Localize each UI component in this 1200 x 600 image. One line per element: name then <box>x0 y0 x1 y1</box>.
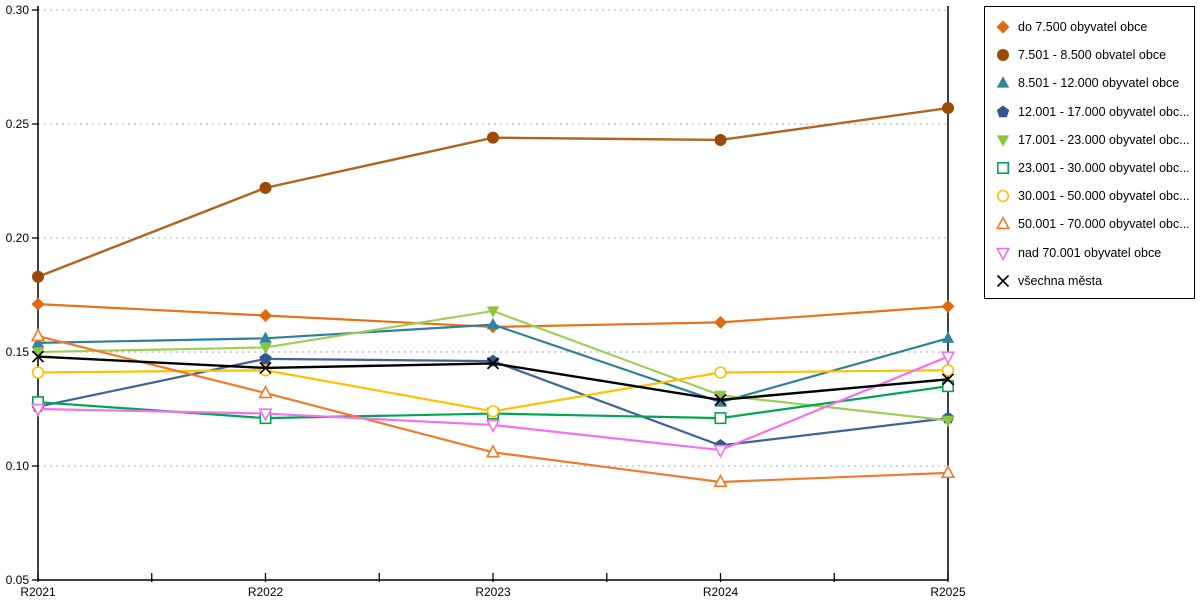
legend-label: 30.001 - 50.000 obyvatel obc... <box>1018 189 1190 204</box>
legend: do 7.500 obyvatel obce 7.501 - 8.500 obva… <box>984 6 1195 299</box>
legend-item-5: 23.001 - 30.000 obyvatel obc... <box>993 154 1194 182</box>
data-point-marker <box>941 373 955 386</box>
data-point-marker <box>31 350 45 363</box>
legend-item-4: 17.001 - 23.000 obyvatel obc... <box>993 126 1194 154</box>
x-tick-label: R2025 <box>930 585 966 599</box>
data-point-marker <box>942 380 954 393</box>
x-tick-label: R2023 <box>475 585 511 599</box>
x-tick-label: R2024 <box>703 585 739 599</box>
data-point-marker <box>714 393 727 406</box>
data-point-marker <box>997 162 1009 175</box>
data-point-marker <box>486 357 500 370</box>
data-point-marker <box>486 317 500 330</box>
data-point-marker <box>714 315 727 329</box>
x-tick-label: R2022 <box>248 585 284 599</box>
legend-label: všechna města <box>1018 273 1103 288</box>
data-point-marker <box>942 102 954 115</box>
square-hollow-legend-icon <box>997 162 1009 175</box>
legend-label: 7.501 - 8.500 obvatel obce <box>1018 48 1167 63</box>
y-tick-label: 0.15 <box>6 345 30 359</box>
data-point-marker <box>713 473 728 488</box>
data-point-marker <box>714 390 727 403</box>
y-tick-label: 0.20 <box>6 231 30 245</box>
data-point-marker <box>995 216 1011 230</box>
data-point-marker <box>486 306 500 318</box>
y-tick-label: 0.05 <box>6 573 30 587</box>
data-point-marker <box>995 247 1011 261</box>
legend-item-0: do 7.500 obyvatel obce <box>993 13 1194 41</box>
data-point-marker <box>258 408 273 422</box>
legend-item-7: 50.001 - 70.000 obyvatel obc... <box>993 210 1194 238</box>
data-point-marker <box>31 336 45 348</box>
data-point-marker <box>996 76 1010 89</box>
data-point-marker <box>713 444 728 459</box>
x-tick-label: R2021 <box>20 585 56 599</box>
circle-hollow-legend-icon <box>996 190 1010 203</box>
diamond-filled-legend-icon <box>996 20 1010 34</box>
data-point-marker <box>258 384 273 399</box>
data-point-marker <box>485 444 501 458</box>
legend-label: 8.501 - 12.000 obyvatel obce <box>1018 76 1180 91</box>
data-point-marker <box>714 412 727 425</box>
data-point-marker <box>996 274 1010 287</box>
data-point-marker <box>487 131 499 144</box>
circle-filled-legend-icon <box>997 49 1009 62</box>
legend-label: 50.001 - 70.000 obyvatel obc... <box>1018 217 1190 232</box>
data-point-marker <box>996 190 1010 203</box>
data-point-marker <box>940 464 956 479</box>
x-cross-legend-icon <box>996 274 1010 287</box>
data-point-marker <box>259 331 272 343</box>
data-point-marker <box>940 351 956 365</box>
data-point-marker <box>31 347 45 359</box>
data-point-marker <box>259 181 272 194</box>
triangle-up-filled-legend-icon <box>996 76 1010 89</box>
legend-item-9: všechna města <box>993 267 1194 295</box>
data-point-marker <box>941 364 955 377</box>
data-point-marker <box>30 327 46 342</box>
triangle-down-filled-legend-icon <box>996 135 1010 147</box>
legend-item-8: nad 70.001 obyvatel obce <box>993 239 1194 267</box>
data-point-marker <box>941 299 955 313</box>
pentagon-filled-legend-icon <box>996 105 1010 117</box>
data-point-marker <box>259 352 272 365</box>
y-tick-label: 0.30 <box>6 3 30 17</box>
data-point-marker <box>259 342 272 355</box>
legend-label: do 7.500 obyvatel obce <box>1018 20 1148 35</box>
data-point-marker <box>996 20 1010 34</box>
legend-item-6: 30.001 - 50.000 obyvatel obc... <box>993 182 1194 210</box>
data-point-marker <box>996 105 1010 117</box>
legend-item-2: 8.501 - 12.000 obyvatel obce <box>993 69 1194 97</box>
data-point-marker <box>997 49 1009 62</box>
data-point-marker <box>31 297 45 311</box>
data-point-marker <box>259 364 272 377</box>
legend-label: 23.001 - 30.000 obyvatel obc... <box>1018 161 1190 176</box>
data-point-marker <box>31 366 45 379</box>
data-point-marker <box>486 405 500 418</box>
data-point-marker <box>30 403 46 418</box>
data-point-marker <box>714 366 727 379</box>
y-tick-label: 0.10 <box>6 459 30 473</box>
legend-label: 12.001 - 17.000 obyvatel obc... <box>1018 104 1190 119</box>
data-point-marker <box>259 309 272 323</box>
data-point-marker <box>32 270 44 283</box>
data-point-marker <box>259 361 272 375</box>
y-tick-label: 0.25 <box>6 117 30 131</box>
triangle-up-hollow-legend-icon <box>995 216 1011 230</box>
data-point-marker <box>941 415 955 428</box>
data-point-marker <box>485 419 501 434</box>
legend-label: 17.001 - 23.000 obyvatel obc... <box>1018 132 1190 147</box>
data-point-marker <box>996 135 1010 147</box>
data-point-marker <box>941 331 955 343</box>
data-point-marker <box>714 133 727 146</box>
triangle-down-hollow-legend-icon <box>995 247 1011 261</box>
legend-label: nad 70.001 obyvatel obce <box>1018 245 1162 260</box>
legend-item-1: 7.501 - 8.500 obvatel obce <box>993 41 1194 69</box>
legend-item-3: 12.001 - 17.000 obyvatel obc... <box>993 98 1194 126</box>
